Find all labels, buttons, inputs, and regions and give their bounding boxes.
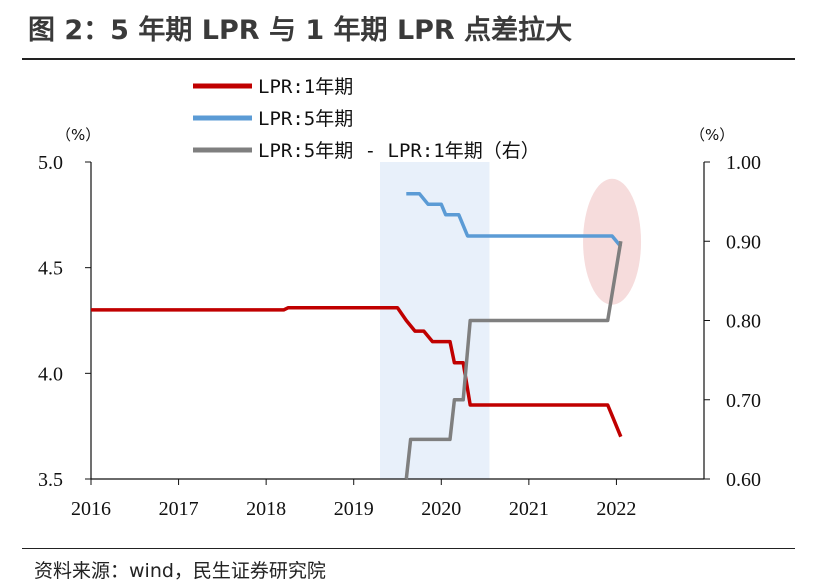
left-tick-label: 5.0	[38, 152, 63, 174]
series-line-2	[406, 191, 623, 248]
left-tick-label: 4.5	[38, 258, 63, 280]
right-tick-label: 0.80	[726, 311, 761, 333]
right-unit-label: （%）	[690, 126, 734, 144]
source-note: 资料来源：wind，民生证券研究院	[34, 560, 326, 582]
x-tick-label: 2016	[71, 498, 111, 520]
legend-label-1: LPR:1年期	[258, 76, 353, 98]
legend-label-2: LPR:5年期	[258, 108, 353, 130]
series-line-1	[91, 306, 623, 438]
legend-label-3: LPR:5年期 - LPR:1年期（右）	[258, 140, 540, 162]
chart-title: 图 2：5 年期 LPR 与 1 年期 LPR 点差拉大	[28, 15, 573, 46]
right-tick-label: 0.60	[726, 469, 761, 491]
source-rule	[22, 548, 795, 549]
series-line-3	[404, 240, 623, 480]
highlight-ellipse	[583, 178, 642, 305]
left-tick-label: 3.5	[38, 469, 63, 491]
x-tick-label: 2021	[509, 498, 549, 520]
x-tick-label: 2017	[159, 498, 199, 520]
x-tick-label: 2019	[334, 498, 374, 520]
x-tick-label: 2018	[246, 498, 286, 520]
right-tick-label: 1.00	[726, 152, 761, 174]
x-tick-label: 2022	[596, 498, 636, 520]
title-rule	[22, 58, 795, 60]
left-unit-label: （%）	[56, 126, 100, 144]
right-tick-label: 0.90	[726, 231, 761, 253]
left-tick-label: 4.0	[38, 363, 63, 385]
right-tick-label: 0.70	[726, 390, 761, 412]
x-tick-label: 2020	[421, 498, 461, 520]
